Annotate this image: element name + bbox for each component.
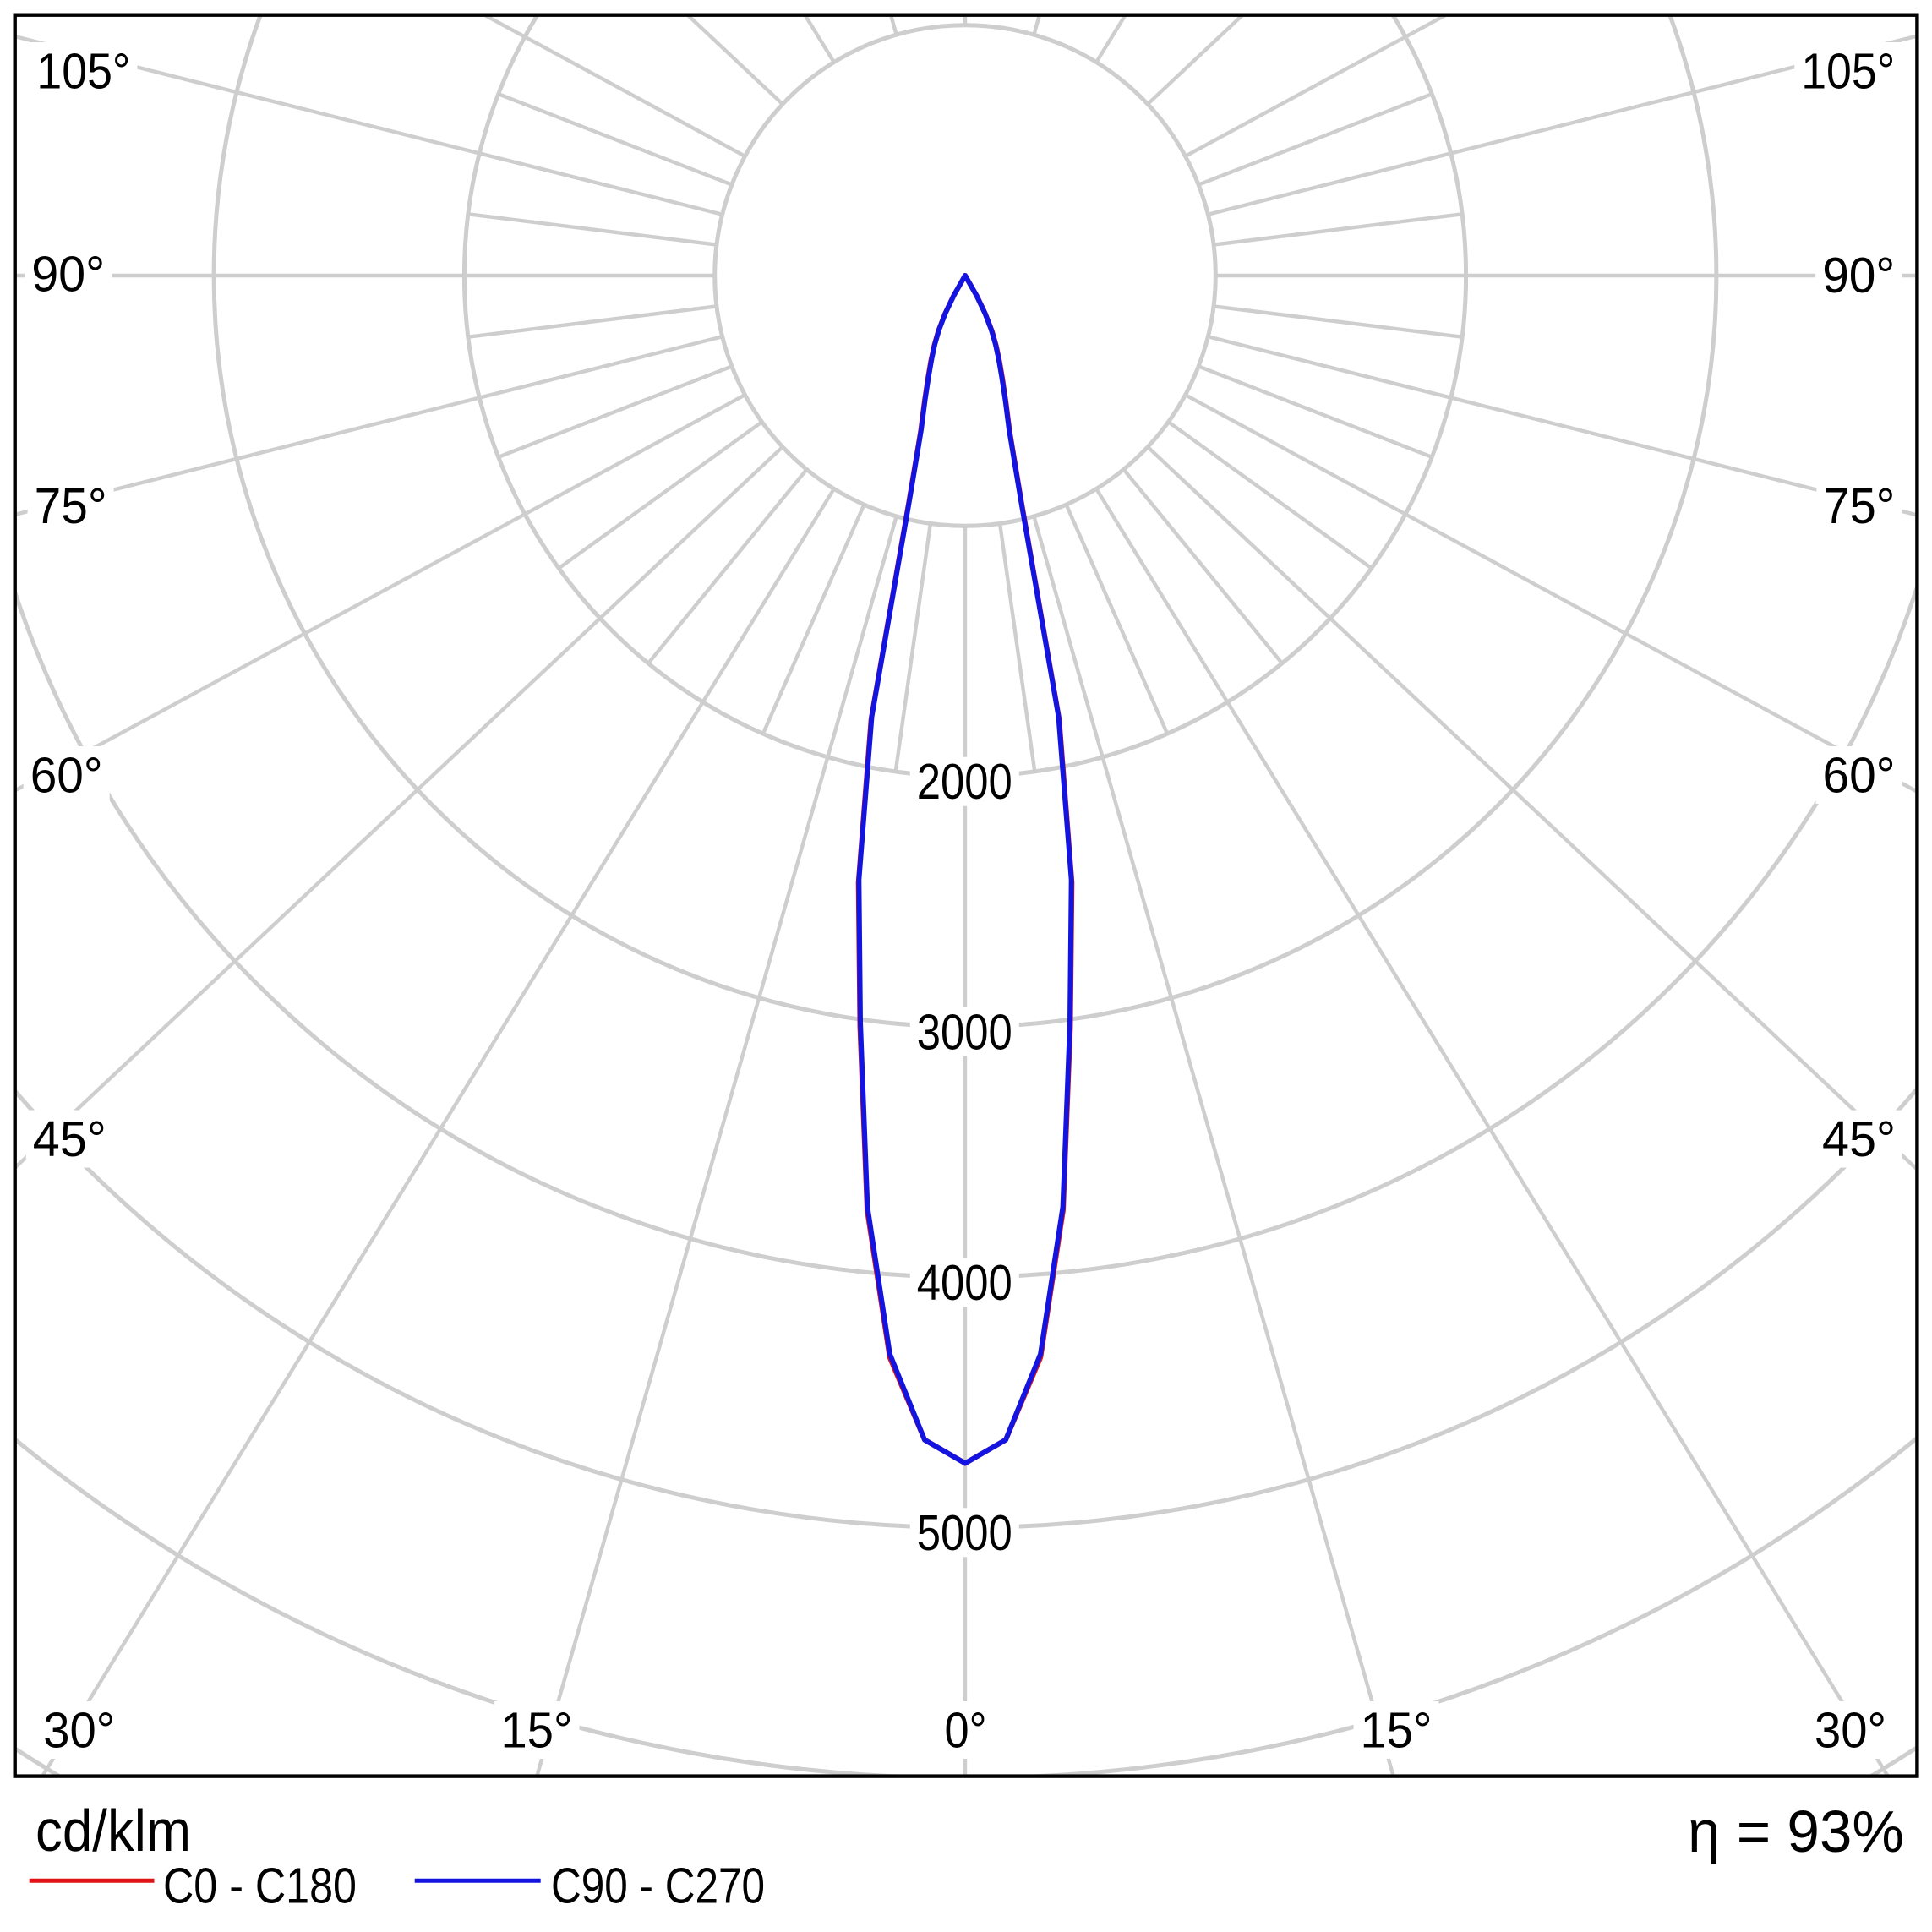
- svg-text:cd/klm: cd/klm: [35, 1798, 191, 1864]
- svg-text:30°: 30°: [43, 1703, 115, 1759]
- svg-text:3000: 3000: [917, 1005, 1012, 1061]
- svg-text:75°: 75°: [1823, 478, 1895, 534]
- svg-text:C0 - C180: C0 - C180: [163, 1858, 357, 1914]
- svg-text:105°: 105°: [36, 44, 130, 100]
- svg-text:C90 - C270: C90 - C270: [551, 1858, 765, 1914]
- svg-text:75°: 75°: [35, 478, 107, 534]
- svg-text:0°: 0°: [945, 1703, 987, 1759]
- svg-text:30°: 30°: [1815, 1703, 1886, 1759]
- svg-text:4000: 4000: [917, 1255, 1012, 1311]
- svg-text:60°: 60°: [1823, 748, 1896, 804]
- svg-text:45°: 45°: [33, 1111, 106, 1167]
- svg-text:15°: 15°: [1361, 1703, 1433, 1759]
- svg-text:90°: 90°: [31, 247, 105, 303]
- svg-text:45°: 45°: [1822, 1111, 1896, 1167]
- svg-text:15°: 15°: [501, 1703, 573, 1759]
- svg-text:2000: 2000: [917, 754, 1012, 810]
- svg-text:60°: 60°: [30, 748, 103, 804]
- svg-text:90°: 90°: [1822, 248, 1895, 303]
- svg-text:105°: 105°: [1801, 44, 1895, 100]
- svg-text:5000: 5000: [917, 1505, 1012, 1561]
- svg-text:η = 93%: η = 93%: [1688, 1798, 1904, 1864]
